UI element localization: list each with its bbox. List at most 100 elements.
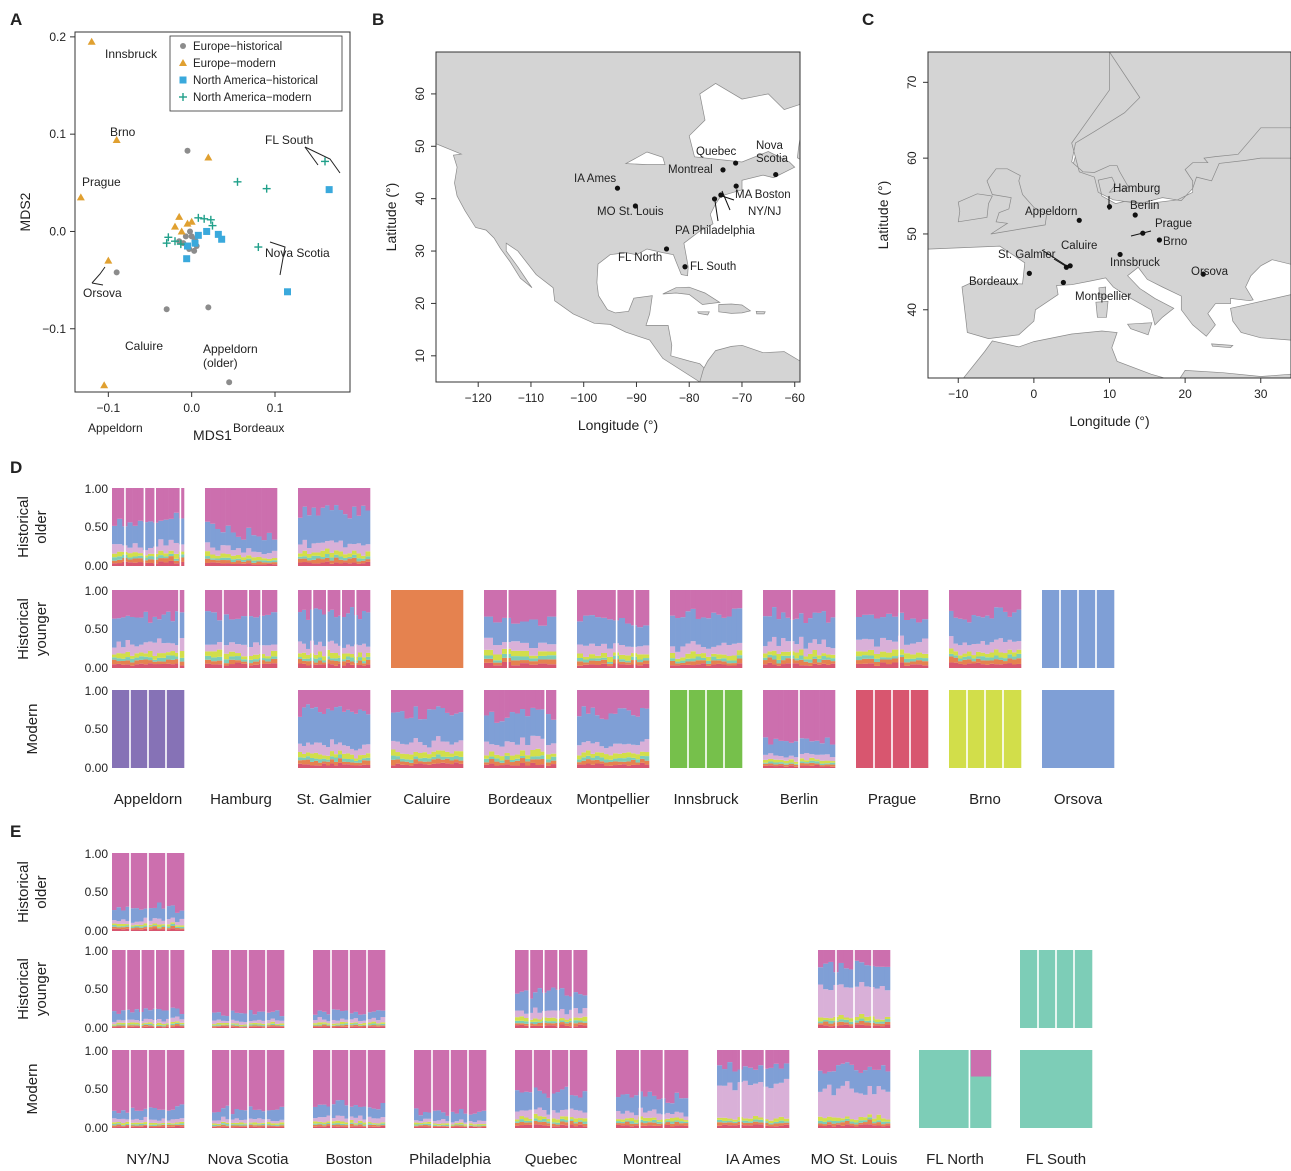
ancestry-segment <box>256 560 262 562</box>
ancestry-segment <box>225 1122 231 1125</box>
ancestry-segment <box>721 664 727 668</box>
ancestry-segment <box>317 1017 323 1023</box>
ancestry-segment <box>371 1017 377 1022</box>
ancestry-segment <box>347 488 353 519</box>
ancestry-segment <box>356 558 362 562</box>
ancestry-segment <box>595 660 602 665</box>
ancestry-segment <box>477 1126 482 1128</box>
ancestry-segment <box>876 1122 882 1126</box>
ancestry-segment <box>569 1117 574 1120</box>
ancestry-segment <box>116 923 122 927</box>
ancestry-segment <box>257 1026 262 1028</box>
ancestry-segment <box>302 609 307 644</box>
ancestry-segment <box>157 1025 162 1027</box>
ancestry-segment <box>361 555 366 559</box>
ancestry-segment <box>647 1117 653 1122</box>
ancestry-segment <box>440 690 446 709</box>
ancestry-segment <box>130 1122 135 1125</box>
ancestry-segment <box>867 1114 873 1118</box>
ancestry-segment <box>578 1024 583 1028</box>
ancestry-segment <box>732 1123 738 1126</box>
ancestry-segment <box>620 1094 626 1114</box>
ancestry-segment <box>170 651 176 656</box>
ancestry-segment <box>166 611 171 643</box>
ancestry-segment <box>248 1126 253 1128</box>
ancestry-segment <box>261 950 267 1012</box>
ancestry-segment <box>680 657 686 661</box>
x-tick-label: 0 <box>1031 387 1038 401</box>
ancestry-segment <box>581 742 587 753</box>
ancestry-segment <box>248 1050 253 1107</box>
ancestry-segment <box>134 660 140 665</box>
ancestry-segment <box>533 1113 538 1119</box>
ancestry-segment <box>809 757 815 761</box>
ancestry-segment <box>148 920 153 925</box>
panel-label-c: C <box>862 10 875 29</box>
ancestry-segment <box>418 763 423 768</box>
ancestry-segment <box>163 519 169 546</box>
ancestry-segment <box>898 657 905 663</box>
ancestry-segment <box>413 706 419 739</box>
ancestry-segment <box>625 1118 630 1121</box>
ancestry-segment <box>367 950 372 1013</box>
ancestry-segment <box>511 641 521 651</box>
ancestry-segment <box>358 1126 363 1128</box>
ancestry-segment <box>679 1125 684 1128</box>
ancestry-segment <box>143 1008 149 1019</box>
ancestry-segment <box>859 1024 865 1028</box>
ancestry-segment <box>886 613 893 641</box>
ancestry-segment <box>732 1125 738 1128</box>
ancestry-segment <box>445 751 450 757</box>
ancestry-segment <box>582 1022 588 1026</box>
ancestry-segment <box>261 540 268 555</box>
ancestry-segment <box>243 1013 249 1023</box>
ancestry-segment <box>338 657 343 662</box>
ancestry-segment <box>130 1119 135 1123</box>
ancestry-segment <box>814 761 820 764</box>
ancestry-segment <box>819 765 826 767</box>
ancestry-segment <box>540 755 547 759</box>
ancestry-segment <box>322 690 327 714</box>
ancestry-segment <box>349 1024 354 1026</box>
ancestry-segment <box>742 1050 749 1067</box>
ancestry-segment <box>449 753 455 757</box>
ancestry-segment <box>854 986 860 1018</box>
ancestry-segment <box>601 652 608 658</box>
ancestry-segment <box>271 658 278 664</box>
ancestry-segment <box>376 1050 381 1110</box>
ancestry-segment <box>867 1119 873 1125</box>
ancestry-segment <box>310 757 315 762</box>
ancestry-segment <box>229 664 236 668</box>
ancestry-segment <box>788 765 795 768</box>
ancestry-segment <box>161 1050 167 1110</box>
ancestry-segment <box>823 950 829 964</box>
ancestry-segment <box>279 1124 285 1126</box>
ancestry-segment <box>550 756 557 761</box>
ancestry-segment <box>778 763 784 766</box>
ancestry-segment <box>212 1112 217 1121</box>
ancestry-segment <box>358 762 363 766</box>
ancestry-segment <box>230 1119 235 1123</box>
ancestry-segment <box>578 1017 583 1021</box>
ancestry-segment <box>116 590 122 619</box>
ancestry-segment <box>985 615 990 645</box>
ancestry-segment <box>161 929 167 931</box>
ancestry-segment <box>582 1021 588 1023</box>
ancestry-segment <box>404 765 410 768</box>
ancestry-segment <box>785 617 791 642</box>
ancestry-segment <box>953 617 959 644</box>
ancestry-segment <box>431 709 437 741</box>
ancestry-segment <box>874 665 881 668</box>
ancestry-segment <box>830 654 836 659</box>
ancestry-segment <box>318 664 323 668</box>
panel-label-e: E <box>10 822 22 841</box>
ancestry-segment <box>125 906 131 922</box>
ancestry-segment <box>173 512 180 543</box>
ancestry-segment <box>112 925 117 927</box>
ancestry-segment <box>346 709 351 747</box>
ancestry-segment <box>366 590 371 613</box>
ancestry-segment <box>854 960 860 987</box>
ancestry-segment <box>342 653 347 660</box>
ancestry-segment <box>599 763 605 768</box>
ancestry-segment <box>212 1026 217 1028</box>
